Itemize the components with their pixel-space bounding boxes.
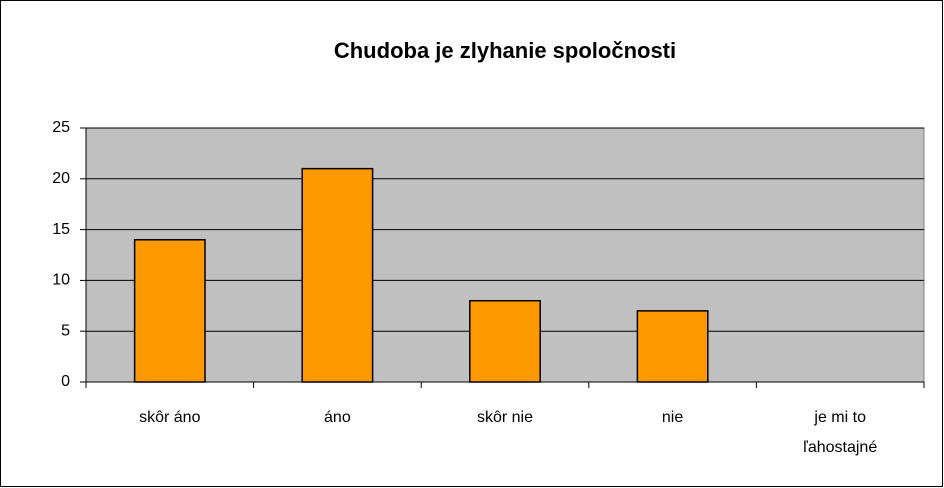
bar — [636, 310, 709, 383]
y-tick-label: 10 — [52, 272, 70, 289]
y-tick-label: 5 — [61, 322, 70, 339]
y-tick-label: 20 — [52, 170, 70, 187]
y-tick-label: 25 — [52, 119, 70, 136]
x-tick-label: áno — [324, 409, 351, 426]
x-tick-label: skôr nie — [476, 409, 534, 426]
y-tick-label: 0 — [61, 373, 70, 390]
chart-title: Chudoba je zlyhanie spoločnosti — [334, 38, 676, 63]
x-tick-label: nie — [661, 409, 684, 426]
y-tick-label: 15 — [52, 221, 70, 238]
bar — [133, 239, 206, 383]
bar — [469, 299, 541, 383]
x-tick-label: je mi to ľahostajné — [803, 409, 878, 456]
bar — [301, 167, 374, 383]
x-tick-label: skôr áno — [139, 409, 201, 426]
